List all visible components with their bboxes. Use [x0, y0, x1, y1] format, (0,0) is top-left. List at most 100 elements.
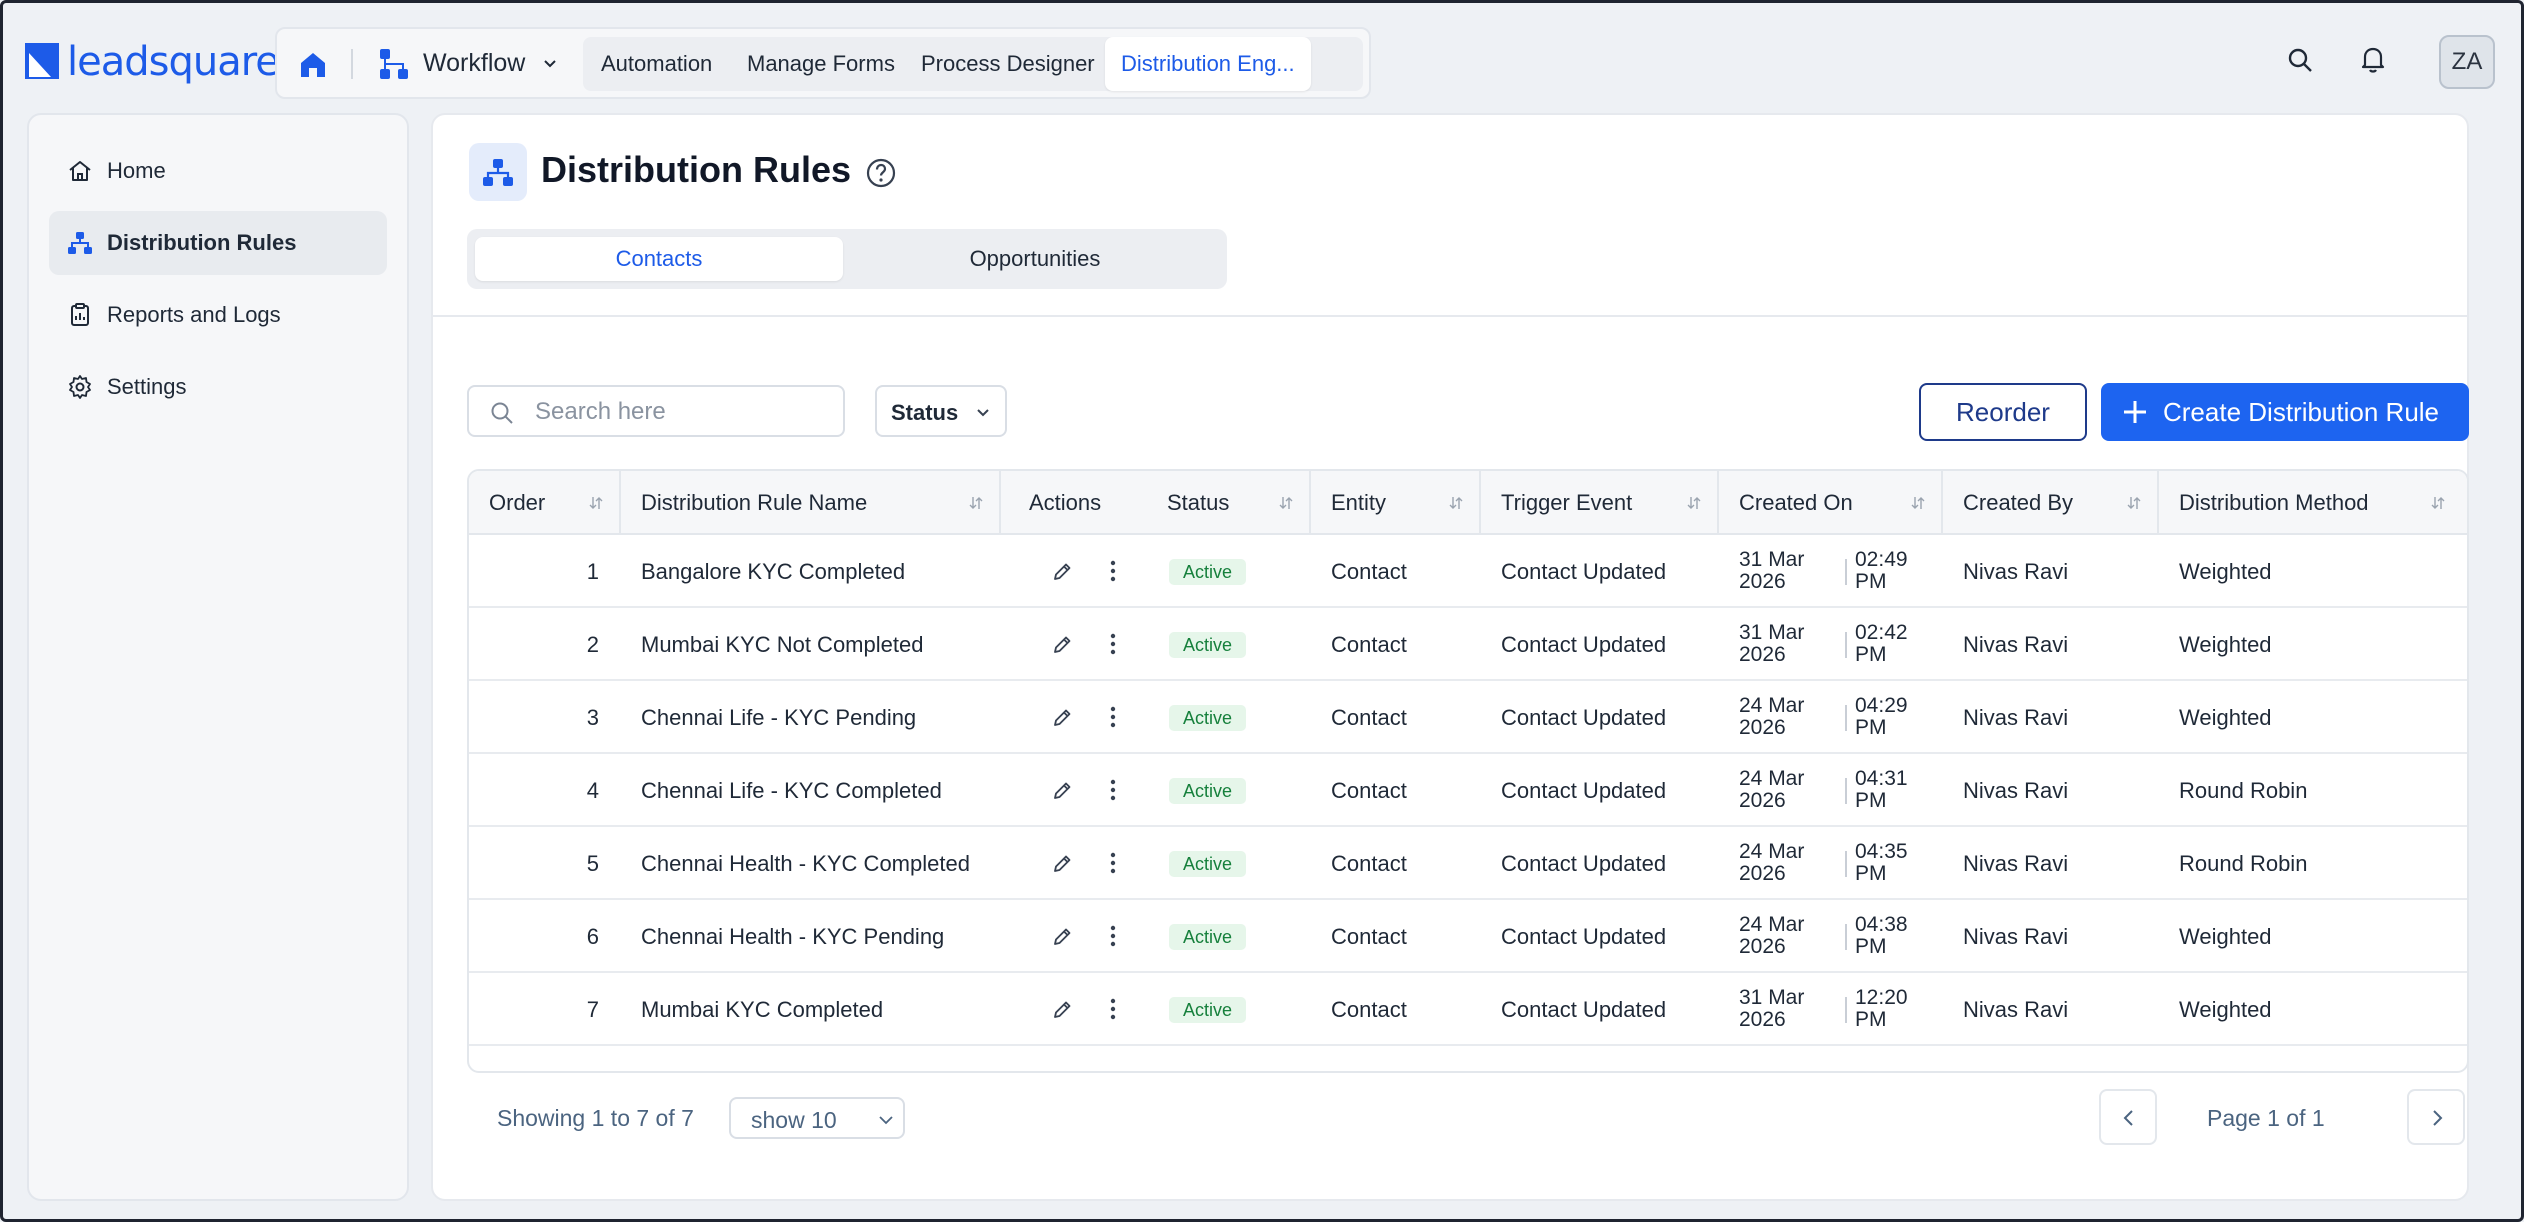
page-size-dropdown[interactable]: show 10	[729, 1097, 905, 1139]
table-row[interactable]: 6 Chennai Health - KYC Pending Active Conta…	[469, 900, 2467, 973]
workflow-icon[interactable]	[377, 47, 411, 81]
rule-distribution-method: Weighted	[2179, 705, 2272, 730]
previous-page-button[interactable]	[2099, 1089, 2157, 1145]
rule-entity: Contact	[1331, 559, 1407, 584]
sidebar-item-label: Settings	[107, 374, 187, 399]
chevron-right-icon	[2433, 1110, 2443, 1126]
chevron-left-icon	[2123, 1110, 2133, 1126]
reorder-button[interactable]: Reorder	[1919, 383, 2087, 441]
rule-created-by: Nivas Ravi	[1963, 924, 2069, 949]
tab-opportunities[interactable]: Opportunities	[969, 246, 1101, 271]
distribution-rules-title-icon	[469, 143, 527, 201]
rule-entity: Contact	[1331, 705, 1407, 730]
next-page-button[interactable]	[2407, 1089, 2465, 1145]
workflow-menu-label[interactable]: Workflow	[423, 49, 526, 77]
rule-distribution-method: Weighted	[2179, 559, 2272, 584]
status-badge: Active	[1169, 632, 1247, 658]
create-distribution-rule-button[interactable]: Create Distribution Rule	[2101, 383, 2469, 441]
rule-trigger-event: Contact Updated	[1501, 997, 1667, 1022]
rule-created-by: Nivas Ravi	[1963, 851, 2069, 876]
help-icon[interactable]	[865, 157, 897, 189]
created-on-date: 31 Mar 2026	[1739, 986, 1805, 1031]
edit-icon[interactable]	[1051, 780, 1073, 802]
date-time-separator	[1845, 924, 1847, 950]
sidebar-item-settings[interactable]: Settings	[49, 355, 387, 419]
table-row[interactable]: 3 Chennai Life - KYC Pending Active Contact…	[469, 681, 2467, 754]
column-header-actions: Actions	[1029, 490, 1102, 515]
edit-icon[interactable]	[1051, 561, 1073, 583]
rule-trigger-event: Contact Updated	[1501, 705, 1667, 730]
bell-icon[interactable]	[2357, 43, 2389, 75]
table-row[interactable]: 5 Chennai Health - KYC Completed Active Con…	[469, 827, 2467, 900]
rule-distribution-method: Round Robin	[2179, 851, 2308, 876]
search-icon[interactable]	[2285, 45, 2315, 75]
rule-name[interactable]: Chennai Life - KYC Pending	[641, 705, 917, 730]
sidebar-item-distribution-rules[interactable]: Distribution Rules	[49, 211, 387, 275]
sidebar-item-reports-and-logs[interactable]: Reports and Logs	[49, 283, 387, 347]
edit-icon[interactable]	[1051, 999, 1073, 1021]
more-options-icon[interactable]	[1109, 997, 1117, 1021]
more-options-icon[interactable]	[1109, 559, 1117, 583]
table-row[interactable]: 4 Chennai Life - KYC Completed Active Conta…	[469, 754, 2467, 827]
more-options-icon[interactable]	[1109, 778, 1117, 802]
tab-contacts[interactable]: Contacts	[475, 237, 843, 281]
tab-distribution-engine[interactable]: Distribution Eng...	[1105, 37, 1311, 91]
table-row[interactable]: 7 Mumbai KYC Completed Active Contact Contac…	[469, 973, 2467, 1046]
column-header-trigger-event[interactable]: Trigger Event	[1481, 471, 1719, 535]
status-filter-dropdown[interactable]: Status	[875, 385, 1007, 437]
rule-order: 3	[586, 705, 599, 730]
rule-created-by: Nivas Ravi	[1963, 997, 2069, 1022]
rule-created-by: Nivas Ravi	[1963, 559, 2069, 584]
column-header-status[interactable]: Status	[1147, 471, 1311, 535]
column-header-entity[interactable]: Entity	[1311, 471, 1481, 535]
rule-name[interactable]: Bangalore KYC Completed	[641, 559, 906, 584]
column-header-distribution-method[interactable]: Distribution Method	[2159, 471, 2467, 535]
created-on-time: 04:31 PM	[1855, 767, 1908, 812]
more-options-icon[interactable]	[1109, 705, 1117, 729]
rule-name[interactable]: Chennai Health - KYC Completed	[641, 851, 970, 876]
logo-text: leadsquared	[67, 39, 304, 85]
edit-icon[interactable]	[1051, 853, 1073, 875]
tab-automation[interactable]: Automation	[601, 51, 713, 76]
sort-icon	[1687, 497, 1701, 509]
nav-divider	[351, 49, 353, 79]
column-header-order[interactable]: Order	[469, 471, 621, 535]
rule-order: 5	[586, 851, 599, 876]
table-row[interactable]: 2 Mumbai KYC Not Completed Active Contact Co…	[469, 608, 2467, 681]
rule-name[interactable]: Mumbai KYC Not Completed	[641, 632, 924, 657]
home-nav-icon[interactable]	[297, 49, 329, 81]
leadsquared-logo[interactable]: leadsquared	[25, 39, 304, 85]
edit-icon[interactable]	[1051, 707, 1073, 729]
edit-icon[interactable]	[1051, 926, 1073, 948]
table-row[interactable]: 1 Bangalore KYC Completed Active Contact Con…	[469, 535, 2467, 608]
top-nav: Workflow Automation Manage Forms Process…	[275, 27, 1371, 99]
created-on-time: 04:38 PM	[1855, 913, 1908, 958]
status-badge: Active	[1169, 924, 1247, 950]
sort-icon	[589, 497, 603, 509]
chevron-down-icon[interactable]	[539, 53, 561, 75]
chevron-down-icon	[879, 1116, 893, 1125]
column-header-rule-name[interactable]: Distribution Rule Name	[621, 471, 1001, 535]
edit-icon[interactable]	[1051, 634, 1073, 656]
rule-name[interactable]: Chennai Health - KYC Pending	[641, 924, 945, 949]
rule-name[interactable]: Mumbai KYC Completed	[641, 997, 884, 1022]
tab-manage-forms[interactable]: Manage Forms	[747, 51, 895, 76]
user-avatar[interactable]: ZA	[2439, 35, 2495, 89]
rule-trigger-event: Contact Updated	[1501, 924, 1667, 949]
date-time-separator	[1845, 997, 1847, 1023]
status-badge: Active	[1169, 778, 1247, 804]
created-on-time: 04:35 PM	[1855, 840, 1908, 885]
rule-trigger-event: Contact Updated	[1501, 559, 1667, 584]
search-input[interactable]	[535, 395, 825, 429]
column-header-created-on[interactable]: Created On	[1719, 471, 1943, 535]
rule-name[interactable]: Chennai Life - KYC Completed	[641, 778, 942, 803]
date-time-separator	[1845, 851, 1847, 877]
more-options-icon[interactable]	[1109, 632, 1117, 656]
rule-trigger-event: Contact Updated	[1501, 778, 1667, 803]
more-options-icon[interactable]	[1109, 924, 1117, 948]
tab-process-designer[interactable]: Process Designer	[921, 51, 1095, 76]
more-options-icon[interactable]	[1109, 851, 1117, 875]
sidebar-item-home[interactable]: Home	[49, 139, 387, 203]
rule-trigger-event: Contact Updated	[1501, 851, 1667, 876]
column-header-created-by[interactable]: Created By	[1943, 471, 2159, 535]
